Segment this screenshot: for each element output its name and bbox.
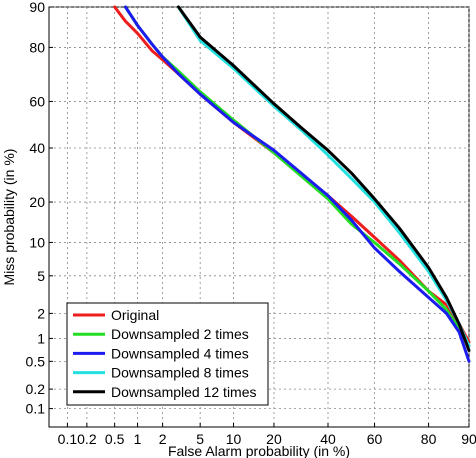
legend-label: Original [111, 307, 159, 323]
x-tick-label: 40 [320, 431, 336, 447]
x-tick-label: 5 [196, 431, 204, 447]
y-tick-label: 2 [37, 305, 45, 321]
y-axis-label: Miss probability (in %) [1, 149, 17, 286]
y-axis-ticks: 0.1 0.2 0.5 1 2 5 10 20 40 60 80 90 [26, 0, 53, 417]
y-tick-label: 90 [29, 0, 45, 15]
x-tick-label: 90 [461, 431, 476, 447]
x-tick-label: 1 [134, 431, 142, 447]
y-tick-label: 40 [29, 140, 45, 156]
y-tick-label: 0.5 [26, 353, 46, 369]
x-tick-label: 80 [421, 431, 437, 447]
y-tick-label: 0.2 [26, 381, 46, 397]
x-tick-label: 20 [266, 431, 282, 447]
legend: Original Downsampled 2 times Downsampled 4… [66, 302, 269, 406]
x-tick-label: 0.2 [77, 431, 97, 447]
y-tick-label: 5 [37, 268, 45, 284]
x-tick-label: 2 [159, 431, 167, 447]
y-tick-label: 1 [37, 330, 45, 346]
x-tick-label: 0.5 [105, 431, 125, 447]
series-group [113, 5, 471, 363]
x-axis-label: False Alarm probability (in %) [168, 443, 350, 458]
legend-label: Downsampled 2 times [111, 326, 249, 342]
y-tick-label: 10 [29, 234, 45, 250]
series-line-3 [124, 5, 471, 363]
x-tick-label: 60 [367, 431, 383, 447]
x-tick-label: 0.1 [58, 431, 78, 447]
y-tick-label: 60 [29, 93, 45, 109]
series-line-5 [177, 5, 471, 352]
legend-label: Downsampled 12 times [111, 384, 257, 400]
x-tick-label: 10 [226, 431, 242, 447]
x-axis-ticks: 0.1 0.2 0.5 1 2 5 10 20 40 60 80 90 [58, 423, 476, 447]
y-tick-label: 20 [29, 194, 45, 210]
legend-label: Downsampled 8 times [111, 365, 249, 381]
y-tick-label: 0.1 [26, 401, 46, 417]
legend-label: Downsampled 4 times [111, 345, 249, 361]
y-tick-label: 80 [29, 39, 45, 55]
